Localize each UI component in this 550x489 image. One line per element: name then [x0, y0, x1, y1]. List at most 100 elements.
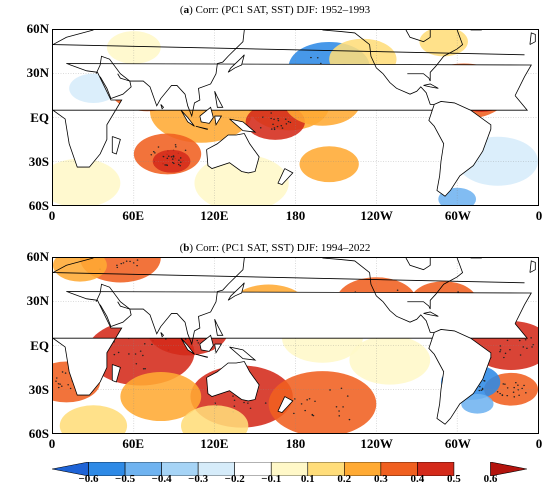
significance-dot	[144, 368, 146, 370]
coastline	[228, 283, 244, 301]
significance-dot	[170, 156, 173, 158]
significance-dot	[157, 146, 160, 148]
coastline	[181, 338, 194, 354]
coastline	[278, 397, 293, 413]
latitude-label: EQ	[30, 337, 49, 353]
significance-dot	[396, 289, 399, 291]
significance-dot	[294, 398, 296, 400]
longitude-label: 0	[535, 208, 543, 223]
significance-dot	[128, 353, 130, 355]
significance-dot	[113, 353, 116, 356]
significance-dot	[196, 339, 199, 342]
latitude-label: 60N	[26, 249, 49, 264]
panel-b-map-canvas	[53, 258, 538, 433]
significance-dot	[480, 389, 483, 391]
significance-dot	[179, 164, 182, 167]
significance-dot	[166, 157, 169, 160]
significance-dot	[277, 118, 279, 120]
colorbar-tick: −0.1	[261, 473, 282, 485]
significance-dot	[247, 402, 249, 404]
significance-dot	[289, 121, 292, 124]
significance-dot	[285, 123, 288, 125]
coastline	[100, 302, 131, 327]
coastline	[53, 64, 531, 168]
significance-dot	[518, 339, 521, 342]
longitude-label: 60E	[122, 436, 144, 451]
longitude-label: 60W	[444, 208, 471, 223]
coastline	[322, 258, 434, 332]
significance-dot	[165, 338, 167, 340]
coastline	[181, 110, 194, 126]
significance-dot	[179, 157, 182, 159]
panel-b-title: (b) Corr: (PC1 SAT, SST) DJF: 1994–2022	[179, 242, 371, 254]
longitude-label: 120E	[200, 436, 229, 451]
significance-dot	[293, 412, 295, 415]
significance-dot	[150, 154, 153, 156]
significance-dot	[481, 387, 484, 390]
latitude-label: 60N	[26, 21, 49, 36]
significance-dot	[525, 392, 527, 394]
significance-dot	[513, 386, 515, 389]
significance-dot	[314, 400, 316, 402]
significance-dot	[179, 161, 182, 163]
coastline	[407, 258, 462, 309]
latitude-label: 30N	[26, 293, 49, 309]
significance-dot	[506, 339, 509, 342]
significance-dot	[526, 347, 528, 350]
significance-dot	[531, 346, 533, 348]
longitude-label: 60W	[444, 436, 471, 451]
coastline	[407, 30, 462, 81]
significance-dot	[125, 260, 128, 262]
significance-dot	[338, 410, 340, 412]
coastline	[53, 30, 525, 55]
significance-dot	[342, 406, 344, 408]
significance-dot	[518, 394, 520, 396]
panel-a-map	[52, 29, 539, 206]
significance-dot	[154, 152, 156, 154]
significance-dot	[139, 350, 142, 352]
coastline	[200, 335, 213, 351]
longitude-label: 60E	[122, 208, 144, 223]
significance-dot	[69, 387, 72, 390]
latitude-label: EQ	[30, 109, 49, 125]
coastline	[423, 312, 438, 316]
significance-dot	[311, 414, 314, 416]
coastline	[207, 362, 260, 401]
coastline	[100, 74, 131, 99]
significance-dot	[273, 128, 276, 131]
significance-dot	[129, 260, 131, 263]
significance-dot	[481, 388, 484, 391]
significance-dot	[273, 127, 276, 129]
colorbar-tick: −0.6	[78, 473, 99, 485]
anomaly-region	[59, 405, 128, 433]
significance-dot	[517, 389, 520, 391]
coastline	[96, 258, 244, 344]
significance-dot	[67, 384, 69, 386]
coastline	[278, 169, 293, 185]
significance-dot	[338, 415, 341, 417]
coastline	[423, 84, 438, 88]
significance-dot	[306, 399, 308, 401]
colorbar-swatch	[490, 461, 528, 477]
significance-dot	[143, 343, 146, 345]
significance-dot	[276, 125, 279, 128]
significance-dot	[61, 371, 64, 373]
coastline	[207, 134, 260, 173]
significance-dot	[483, 379, 485, 382]
significance-dot	[116, 266, 119, 269]
significance-dot	[232, 395, 234, 397]
longitude-label: 120W	[360, 208, 393, 223]
significance-dot	[174, 144, 177, 146]
significance-dot	[513, 396, 516, 398]
significance-dot	[57, 386, 60, 389]
significance-dot	[134, 353, 137, 355]
significance-dot	[532, 344, 535, 346]
colorbar-tick: −0.3	[188, 473, 209, 485]
significance-dot	[300, 403, 303, 405]
coastline	[200, 107, 213, 123]
coastline	[429, 101, 491, 196]
anomaly-region	[53, 258, 107, 282]
significance-dot	[523, 384, 525, 387]
significance-dot	[524, 339, 527, 341]
colorbar	[51, 461, 528, 477]
